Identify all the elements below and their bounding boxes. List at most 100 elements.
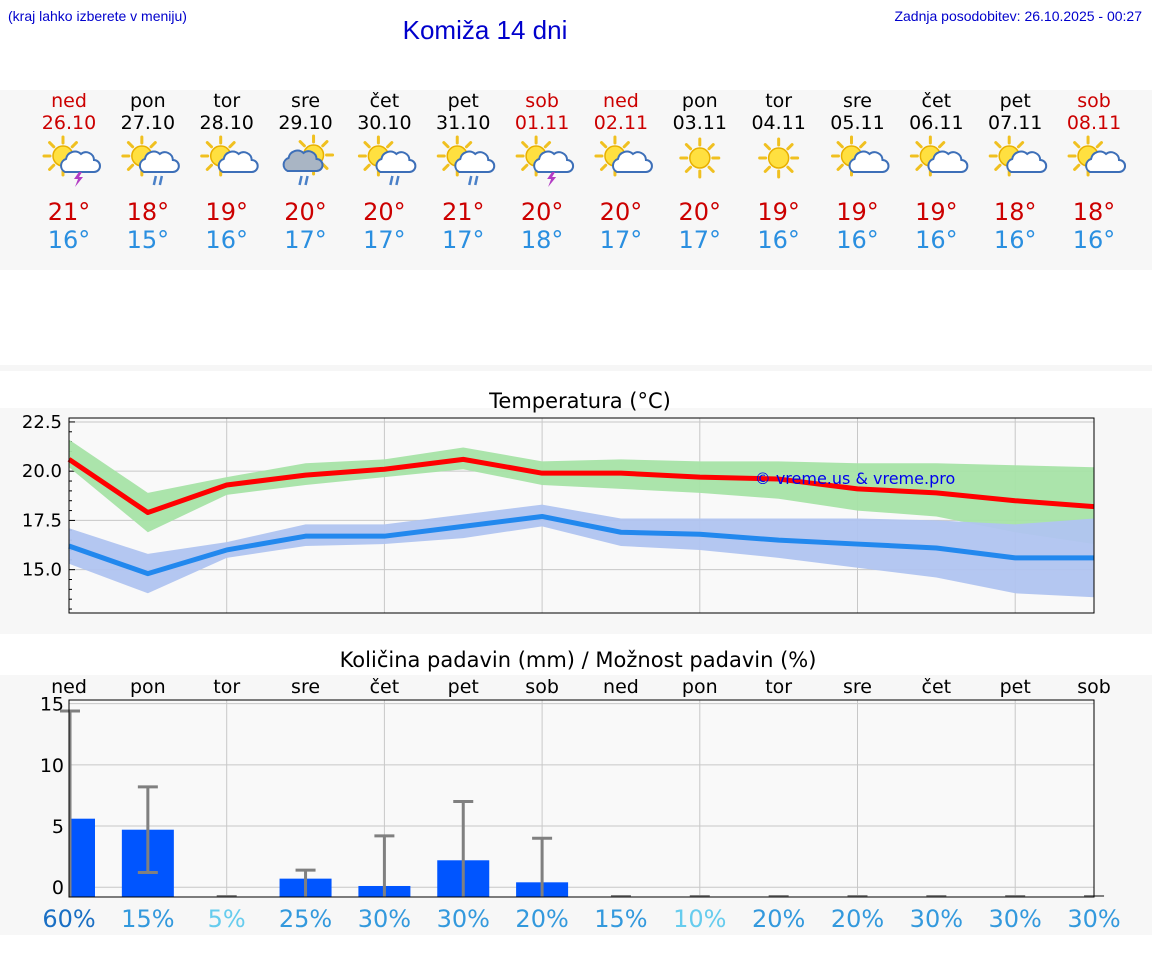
sun-cloud-rain-icon (121, 135, 180, 186)
last-updated: Zadnja posodobitev: 26.10.2025 - 00:27 (894, 8, 1142, 24)
day-date: 29.10 (278, 112, 332, 134)
sun-ray (836, 163, 844, 171)
rain-category-label: pon (682, 676, 718, 698)
sun-ray (321, 140, 329, 148)
day-date: 30.10 (357, 112, 411, 134)
rain-drop (298, 175, 303, 186)
cloud-shape (1085, 150, 1127, 173)
day-name: pon (682, 90, 718, 112)
rain-chance-label: 10% (673, 905, 726, 933)
sun-ray (126, 163, 135, 171)
rain-chance-label: 20% (831, 905, 884, 933)
temp-high: 20° (679, 198, 722, 226)
rain-chance-label: 30% (1067, 905, 1120, 933)
temp-high: 21° (442, 198, 485, 226)
day-date: 26.10 (42, 112, 96, 134)
sun-ray (149, 141, 157, 149)
temp-high: 20° (521, 198, 564, 226)
sun-cloud-icon (988, 135, 1048, 177)
sun-icon (679, 137, 721, 179)
temp-low: 16° (48, 226, 91, 254)
day-name: ned (603, 90, 639, 112)
sun-ray (521, 163, 529, 171)
sun-ray (70, 141, 78, 149)
sun-ray (228, 141, 236, 149)
rain-chance-label: 30% (910, 905, 963, 933)
rain-chance-label: 30% (358, 905, 411, 933)
sun-ray (48, 163, 56, 171)
day-date: 01.11 (515, 112, 569, 134)
cloud-shape (217, 150, 259, 173)
rain-chance-label: 15% (121, 905, 174, 933)
sun-ray (763, 143, 771, 151)
rain-plot-area (69, 700, 1094, 897)
temp-low: 16° (836, 226, 879, 254)
cloud-shape (138, 150, 180, 173)
page-title: Komiža 14 dni (402, 15, 568, 45)
rain-category-label: tor (213, 676, 240, 698)
day-name: sob (525, 90, 559, 112)
rain-chart-title: Količina padavin (mm) / Možnost padavin … (340, 648, 817, 672)
rain-category-label: pon (130, 676, 166, 698)
day-date: 04.11 (751, 112, 805, 134)
sun-ray (205, 163, 214, 171)
sun-cloud-icon (200, 135, 259, 177)
temp-high: 18° (994, 198, 1037, 226)
day-date: 27.10 (121, 112, 175, 134)
temp-low: 16° (994, 226, 1037, 254)
sun-ray (994, 163, 1002, 171)
day-date: 05.11 (830, 112, 884, 134)
rain-category-label: sre (843, 676, 872, 698)
rain-drop (389, 175, 394, 186)
sun-ray (363, 141, 371, 149)
sun-ray (684, 143, 693, 151)
location-hint: (kraj lahko izberete v meniju) (8, 8, 187, 24)
sun-cloud-thunder-icon (42, 135, 101, 187)
sun-ray (600, 141, 608, 149)
sun-ray (442, 163, 450, 171)
rain-category-label: čet (370, 676, 400, 698)
rain-plot-frame (68, 699, 1095, 898)
day-date: 02.11 (594, 112, 648, 134)
temp-y-tick-label: 15.0 (22, 560, 62, 581)
sun-ray (600, 163, 608, 171)
temp-high: 19° (205, 198, 248, 226)
sun-ray (363, 163, 371, 171)
temp-high: 18° (1073, 198, 1116, 226)
temp-chart-marks: 22.5 20.0 17.5 15.0 (22, 412, 1095, 613)
rain-category-label: sre (291, 676, 320, 698)
temp-low: 17° (442, 226, 485, 254)
sun-ray (298, 140, 306, 148)
sun-ray (464, 141, 473, 149)
rain-category-label: pet (1000, 676, 1031, 698)
rain-chance-label: 5% (208, 905, 246, 933)
cloud-shape (1006, 150, 1048, 173)
rain-y-tick-label: 0 (52, 877, 64, 899)
sun-ray (915, 163, 923, 171)
max-temp-range-band (69, 439, 1095, 545)
sun-grey-cloud-rain-icon (282, 134, 335, 186)
sun-ray (994, 141, 1002, 149)
rain-chance-label: 20% (515, 905, 568, 933)
temp-low: 17° (679, 226, 722, 254)
rain-y-tick-label: 5 (52, 816, 64, 838)
cloud-shape (60, 150, 101, 173)
temp-y-tick-label: 17.5 (22, 510, 62, 531)
rain-chance-label: 25% (279, 905, 332, 933)
lightning-bolt (74, 172, 83, 187)
cloud-shape (375, 150, 417, 173)
rain-chance-label: 30% (437, 905, 490, 933)
rain-chance-label: 15% (594, 905, 647, 933)
sun-cloud-rain-icon (357, 135, 417, 186)
rain-category-label: sob (1077, 676, 1111, 698)
temp-high: 21° (48, 198, 91, 226)
